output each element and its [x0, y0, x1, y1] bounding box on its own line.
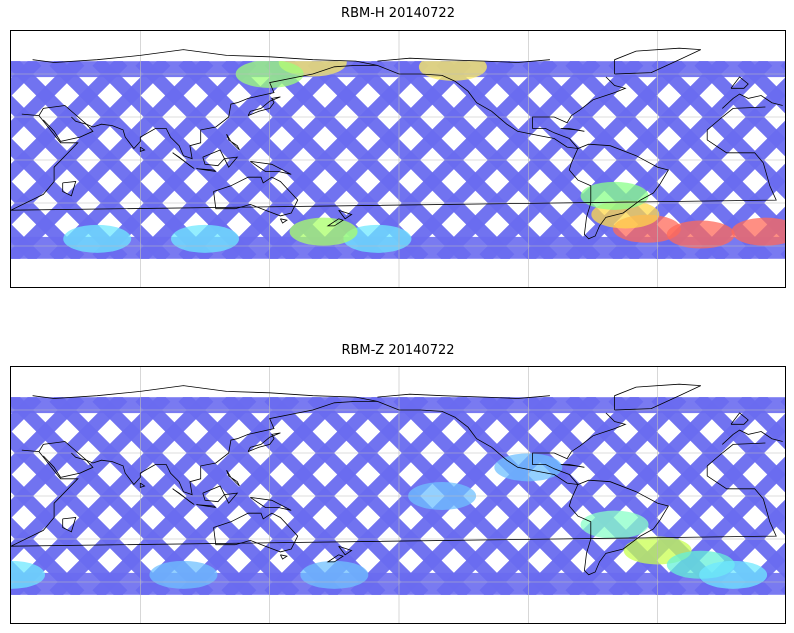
panel-title-rbm-h: RBM-H 20140722	[341, 6, 455, 21]
map-rbm-z	[10, 366, 786, 624]
map-canvas-rbm-z	[11, 367, 785, 623]
map-rbm-h	[10, 30, 786, 288]
panel-title-rbm-z: RBM-Z 20140722	[341, 343, 455, 358]
map-canvas-rbm-h	[11, 31, 785, 287]
